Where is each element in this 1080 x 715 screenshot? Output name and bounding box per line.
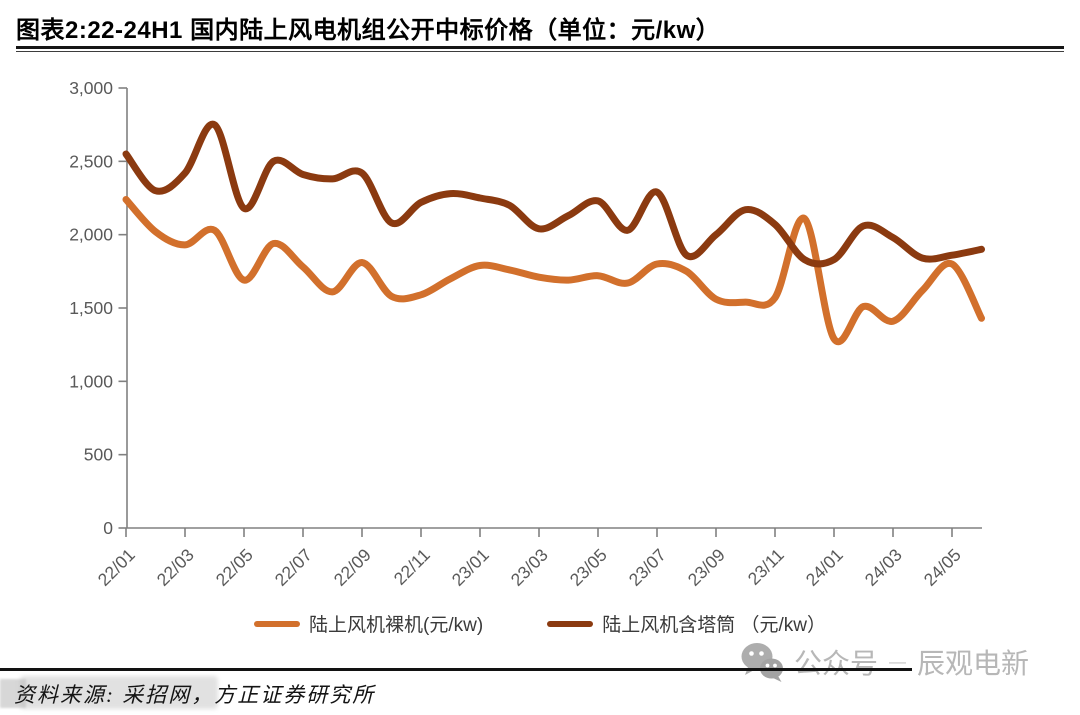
legend-label-bare-turbine: 陆上风机裸机(元/kw) xyxy=(309,615,484,636)
x-tick-label: 22/11 xyxy=(390,545,434,589)
wechat-icon xyxy=(741,643,783,682)
x-tick-label: 23/09 xyxy=(684,545,729,590)
x-tick-label: 22/03 xyxy=(153,545,198,590)
y-tick-label: 500 xyxy=(84,445,113,465)
y-tick-label: 2,000 xyxy=(69,225,113,245)
x-tick-label: 23/07 xyxy=(625,545,670,590)
x-tick-label: 23/05 xyxy=(566,545,611,590)
x-tick-label: 24/05 xyxy=(920,545,965,590)
y-tick-label: 2,500 xyxy=(69,151,113,171)
legend-item-bare-turbine: 陆上风机裸机(元/kw) xyxy=(254,610,483,637)
watermark-smudge-left xyxy=(0,679,26,708)
wechat-separator: — xyxy=(889,652,907,671)
footer-divider xyxy=(0,668,912,671)
title-divider-thin xyxy=(16,51,1064,52)
price-chart: 0 500 1,000 1,500 2,000 2,500 3,000 22/01 22/03 2… xyxy=(69,78,985,590)
wechat-label: 公众号 xyxy=(794,648,879,679)
chart-figure-title: 图表2:22-24H1 国内陆上风电机组公开中标价格（单位：元/kw） xyxy=(16,17,721,44)
y-tick-label: 1,000 xyxy=(69,371,113,391)
x-tick-label: 22/07 xyxy=(271,545,316,590)
series-line-with-tower xyxy=(122,120,985,268)
y-tick-label: 0 xyxy=(103,518,113,538)
wechat-account-banner: 公众号 — 辰观电新 xyxy=(739,641,1029,683)
x-tick-label: 24/01 xyxy=(802,545,847,590)
legend-swatch-with-tower xyxy=(547,620,594,627)
legend-swatch-bare-turbine xyxy=(254,620,301,627)
wechat-account-name: 辰观电新 xyxy=(917,648,1030,679)
y-tick-label: 3,000 xyxy=(69,78,113,98)
x-tick-label: 23/11 xyxy=(744,545,788,589)
legend-item-with-tower: 陆上风机含塔筒 （元/kw） xyxy=(547,610,826,637)
title-divider-thick xyxy=(16,46,1064,49)
series-line-bare-turbine xyxy=(122,196,985,346)
y-tick-label: 1,500 xyxy=(69,298,113,318)
x-tick-label: 23/01 xyxy=(448,545,493,590)
x-tick-label: 24/03 xyxy=(861,545,906,590)
data-source-note: 资料来源: 采招网，方正证券研究所 xyxy=(14,683,376,707)
x-tick-label: 22/05 xyxy=(212,545,257,590)
x-tick-label: 23/03 xyxy=(507,545,552,590)
x-tick-label: 22/01 xyxy=(94,545,139,590)
x-tick-label: 22/09 xyxy=(330,545,375,590)
legend-label-with-tower: 陆上风机含塔筒 （元/kw） xyxy=(602,615,826,636)
chart-legend: 陆上风机裸机(元/kw) 陆上风机含塔筒 （元/kw） xyxy=(0,610,1080,637)
watermark-smudge xyxy=(20,676,218,709)
